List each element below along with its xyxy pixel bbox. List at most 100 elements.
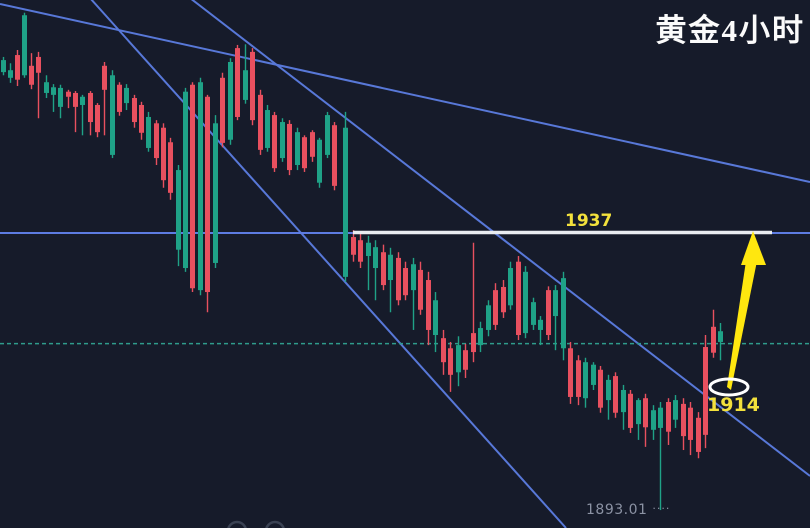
candle-body: [471, 333, 476, 353]
candle-body: [102, 65, 107, 90]
candle-body: [658, 407, 663, 428]
candle-body: [366, 242, 371, 257]
candle-body: [508, 268, 513, 306]
candle-body: [146, 116, 151, 148]
up-arrow-annotation: [727, 231, 766, 390]
candle-body: [426, 280, 431, 330]
low-price-label: 1893.01 ····: [586, 502, 670, 518]
candle-body: [478, 328, 483, 346]
candle-body: [568, 348, 573, 397]
candle-body: [628, 393, 633, 428]
candle-body: [317, 139, 322, 183]
candle-body: [310, 132, 315, 157]
candle-body: [190, 84, 195, 289]
candle-body: [583, 362, 588, 399]
candle-body: [154, 123, 159, 159]
candle-body: [228, 62, 233, 140]
candle-body: [15, 55, 20, 80]
candle-body: [493, 290, 498, 325]
candle-body: [666, 401, 671, 432]
candle-body: [132, 98, 137, 123]
candle-body: [388, 254, 393, 281]
arrow-shaft: [727, 261, 757, 390]
candle-body: [613, 376, 618, 413]
candlestick-layer: [1, 12, 723, 511]
candle-body: [681, 403, 686, 437]
watermark-circle: [265, 520, 285, 528]
candle-body: [258, 94, 263, 150]
candle-body: [280, 122, 285, 159]
candle-body: [396, 257, 401, 301]
candle-body: [88, 92, 93, 123]
candle-body: [718, 331, 723, 342]
candle-body: [501, 286, 506, 313]
candle-body: [523, 271, 528, 334]
candle-body: [456, 345, 461, 373]
candle-body: [673, 400, 678, 420]
candle-body: [1, 60, 6, 73]
candle-body: [250, 51, 255, 121]
candle-body: [302, 137, 307, 169]
candle-body: [295, 132, 300, 166]
candle-body: [220, 77, 225, 143]
candle-body: [403, 268, 408, 296]
chart-title: 黄金4小时: [655, 13, 805, 48]
candle-body: [58, 87, 63, 107]
candle-body: [205, 96, 210, 293]
candle-body: [703, 347, 708, 435]
candle-body: [373, 247, 378, 269]
candle-body: [44, 82, 49, 93]
candle-body: [531, 302, 536, 325]
steep-downtrend-line: [90, 0, 567, 528]
candle-body: [486, 305, 491, 330]
candle-body: [711, 326, 716, 353]
candle-body: [606, 379, 611, 401]
candle-body: [287, 123, 292, 171]
entry-price-label: 1914: [707, 394, 760, 416]
candle-body: [411, 264, 416, 291]
candle-body: [66, 91, 71, 97]
candle-body: [29, 65, 34, 85]
candle-body: [176, 170, 181, 250]
candle-body: [332, 125, 337, 186]
low-price-value: 1893.01: [586, 502, 648, 518]
candle-body: [124, 87, 129, 104]
candle-body: [36, 56, 41, 73]
candle-body: [621, 389, 626, 413]
candle-body: [351, 237, 356, 255]
candle-body: [243, 70, 248, 100]
watermark: [227, 520, 285, 528]
candle-body: [546, 290, 551, 336]
candle-body: [463, 350, 468, 370]
candle-body: [696, 417, 701, 452]
candle-body: [95, 104, 100, 133]
candle-body: [110, 75, 115, 155]
resistance-price-label: 1937: [565, 211, 613, 231]
candle-body: [161, 127, 166, 181]
candle-body: [636, 400, 641, 425]
candle-body: [688, 407, 693, 440]
candle-body: [538, 319, 543, 330]
candle-body: [553, 290, 558, 317]
candle-body: [80, 96, 85, 105]
watermark-circle: [227, 520, 247, 528]
candle-body: [651, 410, 656, 430]
highlight-ellipse: [708, 377, 750, 397]
candle-body: [51, 87, 56, 95]
candle-body: [235, 48, 240, 117]
low-price-dots: ····: [652, 502, 671, 515]
arrow-head: [741, 231, 766, 265]
candle-body: [272, 115, 277, 169]
candle-body: [325, 115, 330, 155]
candle-body: [183, 91, 188, 269]
candle-body: [591, 364, 596, 385]
candle-body: [381, 252, 386, 286]
candle-body: [441, 338, 446, 363]
candle-body: [213, 123, 218, 263]
candle-body: [22, 15, 27, 76]
candle-body: [516, 261, 521, 336]
candle-body: [448, 348, 453, 375]
candle-body: [418, 269, 423, 310]
